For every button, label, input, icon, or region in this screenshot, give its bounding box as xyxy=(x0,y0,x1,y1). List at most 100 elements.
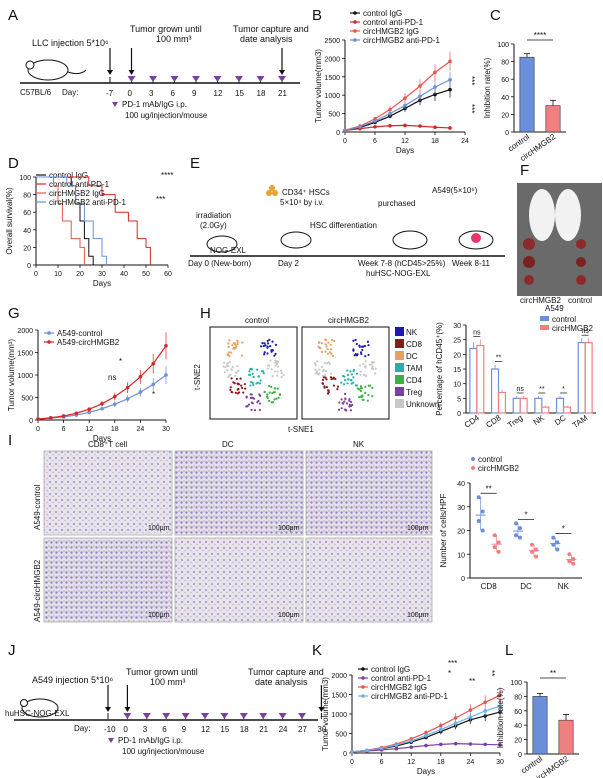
chart-c-y-tick-label: 80 xyxy=(501,60,509,67)
tsne-dot xyxy=(253,409,257,412)
scale-1: 100μm xyxy=(148,525,170,532)
chart-h-y-tick-label: 20 xyxy=(453,352,461,359)
chart-l-y-tick-label: 60 xyxy=(514,709,522,716)
tsne-dot xyxy=(346,382,349,385)
chart-i-y-tick-label: 0 xyxy=(461,576,465,583)
tsne-dot xyxy=(249,384,252,387)
tsne-dot xyxy=(258,402,262,405)
chart-g-sig-1: * xyxy=(119,357,122,366)
a-day-2: 3 xyxy=(149,89,154,98)
chart-l-y-label: Inhibition rate(%) xyxy=(496,687,505,748)
tsne-dot xyxy=(321,378,325,382)
chart-b-sig-0: *** xyxy=(467,76,476,85)
chart-h-bar-Treg-0 xyxy=(512,397,521,414)
tsne-dot xyxy=(240,386,244,390)
chart-d-x-tick-label: 0 xyxy=(34,271,38,278)
tsne-dot xyxy=(338,401,341,404)
tsne-dot xyxy=(359,370,362,373)
tsne-dot xyxy=(266,367,269,370)
legend-swatch-nk xyxy=(395,327,404,336)
tsne-dot xyxy=(359,387,363,390)
chart-i-point xyxy=(518,535,522,540)
chart-i-y-label: Number of cells/HPF xyxy=(439,493,448,567)
chart-g-point xyxy=(164,373,168,377)
tsne-dot xyxy=(263,353,266,356)
j-day-2: 3 xyxy=(143,725,148,734)
tsne-dot xyxy=(364,355,367,358)
chart-k-point xyxy=(483,742,488,747)
tsne-dot xyxy=(249,381,253,384)
chart-k-point xyxy=(379,746,384,751)
mouse-icon xyxy=(25,59,87,81)
panel-i-row-1: A549-control xyxy=(33,484,42,530)
chart-c-y-tick-label: 40 xyxy=(501,95,509,102)
panel-j-triangles xyxy=(105,685,325,719)
tsne-dot xyxy=(359,373,362,376)
panel-letter-c: C xyxy=(490,7,501,24)
tsne-dot xyxy=(229,373,232,377)
chart-d-x-tick-label: 30 xyxy=(98,271,106,278)
chart-k-point xyxy=(468,715,473,719)
chart-k-y-tick-label: 500 xyxy=(335,732,347,739)
tsne-dot xyxy=(235,377,239,381)
legend-label-cd8: CD8 xyxy=(406,340,423,349)
tsne-dot xyxy=(355,342,358,346)
tsne-dot xyxy=(227,342,230,345)
chart-i-y-tick-label: 30 xyxy=(457,505,465,512)
tsne-dot xyxy=(334,377,337,381)
tsne-dot xyxy=(367,384,370,387)
tsne-dot xyxy=(354,384,358,387)
tsne-dot xyxy=(343,392,347,396)
chart-d-y-tick-label: 100 xyxy=(19,175,31,182)
panel-h-tsne: control circHMGB2 t-SNE1 t-SNE2 NK CD8 DC T… xyxy=(193,316,439,434)
chart-i-y-tick-label: 40 xyxy=(457,481,465,488)
tsne-dot xyxy=(246,405,249,408)
tsne-legend: NK CD8 DC TAM CD4 Treg Unknown xyxy=(395,327,439,409)
tsne-dot xyxy=(362,362,365,366)
tsne-dot xyxy=(324,350,327,353)
j-day-9: 24 xyxy=(279,725,288,734)
tsne-title-circ: circHMGB2 xyxy=(328,316,369,325)
chart-d-x-tick-label: 50 xyxy=(142,271,150,278)
tsne-dot xyxy=(266,396,269,400)
panel-e-hsc-dose: 5×10⁴ by i.v. xyxy=(280,198,324,207)
chart-b-point xyxy=(388,111,392,116)
chart-b-point xyxy=(403,103,407,108)
tsne-dot xyxy=(252,383,255,386)
triangle-icon xyxy=(162,713,171,719)
tsne-dot xyxy=(236,365,239,368)
chart-i-axes: 0 10 20 30 40 Number of cells/HPF xyxy=(439,481,582,583)
chart-b-point xyxy=(403,123,407,128)
tsne-dot xyxy=(349,378,353,382)
chart-b-legend-label: control anti-PD-1 xyxy=(363,18,424,27)
panel-a-mouse: C57BL/6 xyxy=(20,88,52,97)
tsne-dot xyxy=(346,369,349,372)
chart-k-x-tick-label: 24 xyxy=(467,759,475,766)
chart-g-point xyxy=(138,390,143,394)
tsne-dot xyxy=(245,396,248,399)
chart-k-legend-dot xyxy=(361,694,365,698)
chart-k-point xyxy=(365,748,369,753)
chart-g-point xyxy=(125,385,130,390)
chart-i-point xyxy=(571,557,576,561)
tsne-dot xyxy=(329,372,333,375)
tsne-dot xyxy=(371,365,374,368)
tsne-dot xyxy=(258,408,261,412)
chart-b-point xyxy=(433,70,437,75)
chart-b-legend-dot xyxy=(353,20,357,24)
chart-k-x-tick-label: 18 xyxy=(437,759,445,766)
a-day-0: -7 xyxy=(106,89,114,98)
triangle-icon xyxy=(112,102,118,107)
j-day-6: 15 xyxy=(220,725,229,734)
chart-b-point xyxy=(433,92,437,97)
tsne-dot xyxy=(268,338,271,341)
chart-g-axes: 0 500 1000 1500 2000 0 6 12 18 24 30 Days Tumor volu… xyxy=(7,328,170,443)
tsne-dot xyxy=(374,367,377,370)
tsne-dot xyxy=(280,371,283,375)
panel-j-mouse: huHSC-NOG-EXL xyxy=(5,709,70,718)
scale-5: 100μm xyxy=(278,612,300,619)
tsne-dot xyxy=(318,368,321,371)
chart-h-bar-CD4-0 xyxy=(469,347,478,414)
tsne-dot xyxy=(340,398,343,401)
arrow-head-icon xyxy=(279,70,285,75)
